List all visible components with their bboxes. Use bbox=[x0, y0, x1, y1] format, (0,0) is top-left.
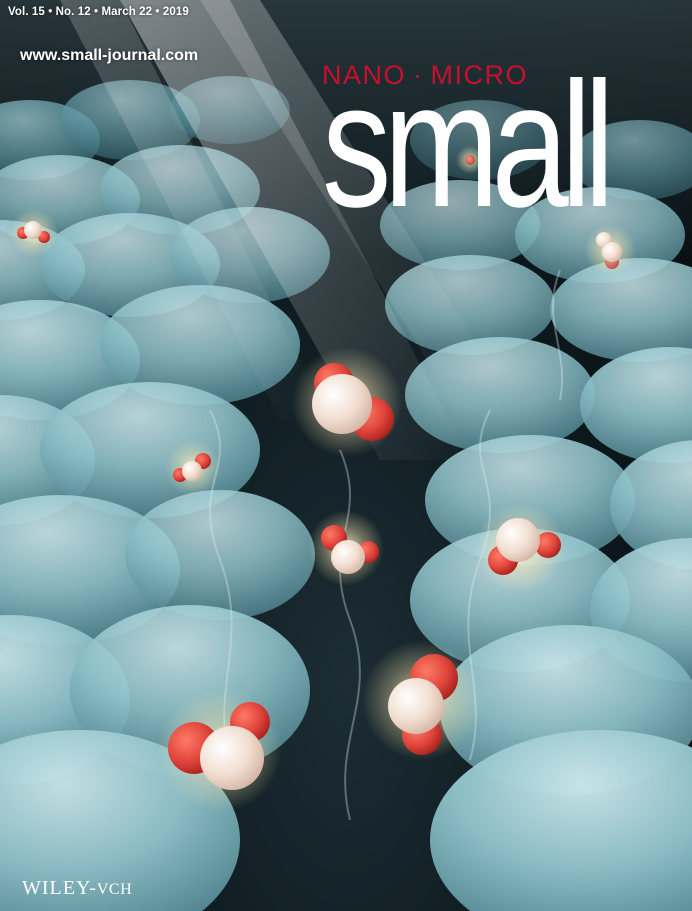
publisher-sep: - bbox=[89, 877, 97, 899]
masthead-dot: · bbox=[413, 60, 424, 90]
water-molecule bbox=[584, 224, 636, 276]
masthead-micro: MICRO bbox=[430, 60, 529, 90]
water-molecule bbox=[308, 510, 384, 586]
masthead-subtitle: NANO · MICRO bbox=[322, 60, 558, 91]
water-molecule bbox=[475, 503, 565, 593]
publisher-sub: VCH bbox=[96, 881, 133, 898]
masthead-nano: NANO bbox=[322, 60, 407, 90]
water-molecule bbox=[158, 688, 282, 812]
journal-title: small bbox=[322, 45, 615, 244]
dome-field-right bbox=[380, 100, 692, 911]
water-molecule bbox=[10, 209, 58, 257]
journal-url[interactable]: www.small-journal.com bbox=[20, 47, 199, 64]
light-ray bbox=[60, 0, 500, 460]
publisher-main: WILEY bbox=[22, 877, 90, 899]
issue-line: Vol. 15 • No. 12 • March 22 • 2019 bbox=[8, 6, 189, 18]
water-molecule bbox=[165, 440, 221, 496]
publisher-logo: WILEY-VCH bbox=[22, 877, 132, 900]
water-molecule bbox=[292, 347, 402, 457]
water-molecule bbox=[456, 146, 484, 174]
water-molecule bbox=[362, 640, 482, 760]
